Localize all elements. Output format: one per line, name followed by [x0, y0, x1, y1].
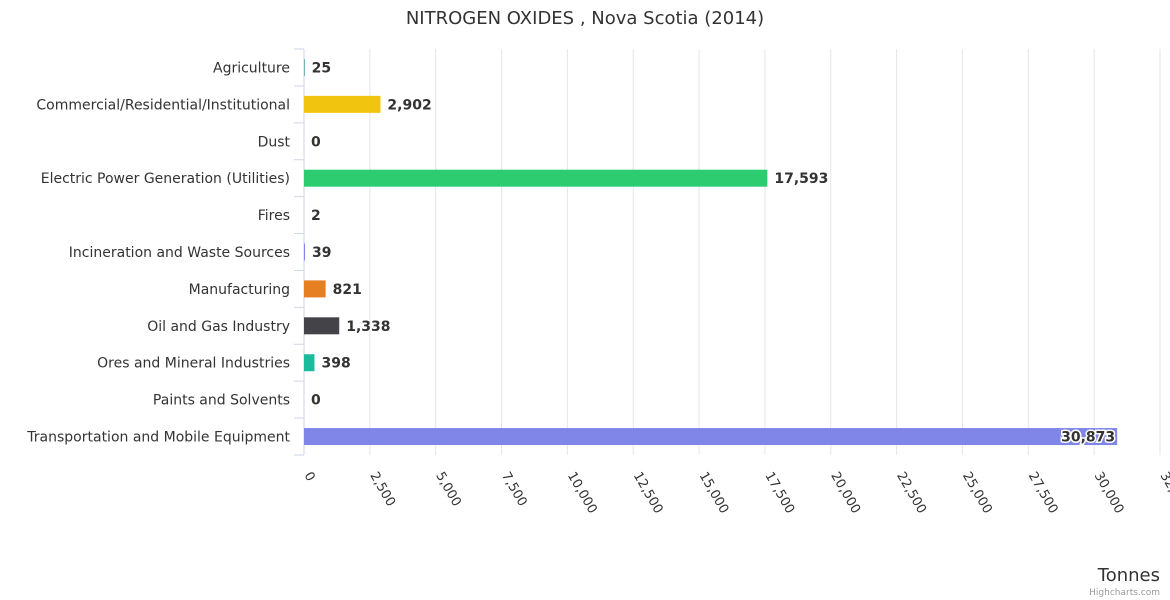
bar[interactable]: [304, 243, 306, 261]
data-label: 0: [311, 393, 321, 409]
category-label: Fires: [258, 208, 290, 224]
data-label: 39: [312, 245, 331, 261]
x-axis-ticks: 0 2,500 5,000 7,500 10,000 12,500 15,000 17,500…: [301, 470, 1170, 517]
category-label: Oil and Gas Industry: [147, 319, 290, 335]
tick-label: 12,500: [630, 470, 666, 517]
x-axis-title: Tonnes: [1097, 565, 1160, 586]
bars: 25 2,902 0 17,593 2 39 821 1,338 398 0 30,873: [304, 58, 1118, 447]
data-label: 25: [312, 60, 331, 76]
category-label: Ores and Mineral Industries: [97, 356, 290, 372]
category-label: Transportation and Mobile Equipment: [26, 430, 290, 446]
category-labels: Agriculture Commercial/Residential/Instit…: [26, 48, 304, 456]
bar[interactable]: [304, 169, 768, 187]
bar[interactable]: [304, 95, 381, 113]
data-label: 821: [333, 282, 362, 298]
credits-link[interactable]: Highcharts.com: [1089, 588, 1160, 598]
category-label: Dust: [258, 134, 291, 150]
data-label: 1,338: [346, 319, 390, 335]
bar[interactable]: [304, 58, 305, 76]
data-label: 2: [311, 208, 321, 224]
tick-label: 15,000: [696, 470, 732, 517]
chart-title: NITROGEN OXIDES , Nova Scotia (2014): [406, 8, 764, 29]
category-label: Paints and Solvents: [153, 393, 290, 409]
category-label: Agriculture: [213, 60, 290, 76]
tick-label: 10,000: [564, 470, 600, 517]
tick-label: 25,000: [959, 470, 995, 517]
tick-label: 22,500: [893, 470, 929, 517]
tick-label: 0: [301, 470, 318, 485]
category-label: Manufacturing: [189, 282, 290, 298]
data-label: 30,873: [1061, 430, 1115, 446]
tick-label: 27,500: [1025, 470, 1061, 517]
data-label: 2,902: [387, 97, 431, 113]
bar[interactable]: [304, 354, 315, 372]
category-label: Commercial/Residential/Institutional: [36, 97, 290, 113]
tick-label: 7,500: [498, 470, 530, 510]
tick-label: 5,000: [432, 470, 464, 510]
bar[interactable]: [304, 428, 1118, 446]
bar[interactable]: [304, 280, 326, 298]
data-label: 0: [311, 134, 321, 150]
category-label: Incineration and Waste Sources: [69, 245, 290, 261]
grid-lines: [303, 49, 1161, 455]
tick-label: 20,000: [827, 470, 863, 517]
bar[interactable]: [304, 317, 340, 335]
category-label: Electric Power Generation (Utilities): [41, 171, 290, 187]
tick-label: 17,500: [761, 470, 797, 517]
tick-label: 32,500: [1157, 470, 1170, 517]
tick-label: 2,500: [366, 470, 398, 510]
data-label: 398: [321, 356, 350, 372]
data-label: 17,593: [774, 171, 828, 187]
tick-label: 30,000: [1091, 470, 1127, 517]
